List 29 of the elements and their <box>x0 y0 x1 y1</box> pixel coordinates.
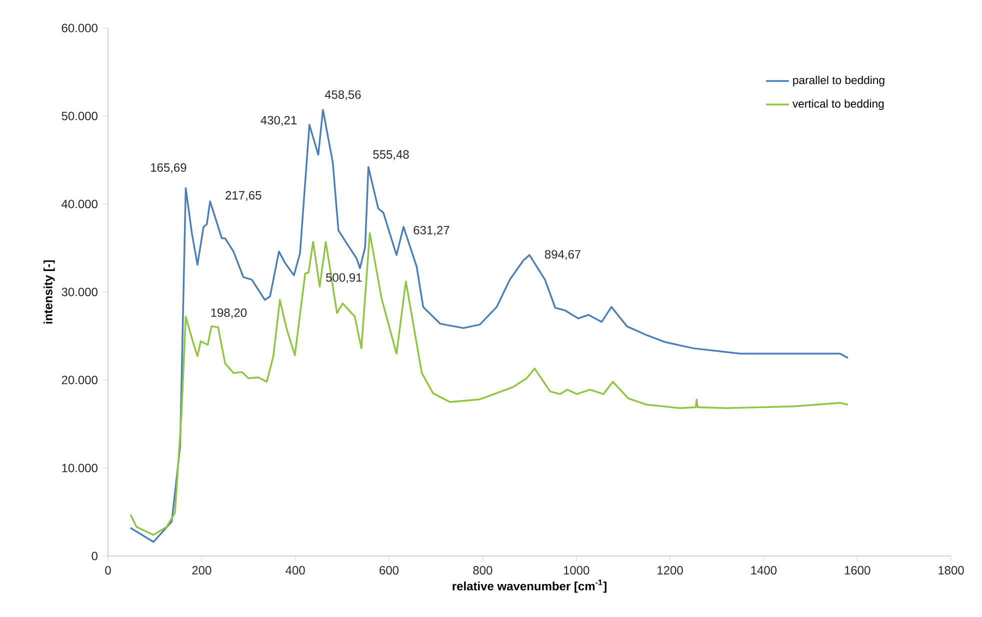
legend-label: parallel to bedding <box>793 76 884 86</box>
annotation: 631,27 <box>414 226 450 236</box>
annotation: 430,21 <box>260 116 297 126</box>
x-tick-label: 1400 <box>751 566 777 575</box>
annotation: 217,65 <box>226 191 262 201</box>
x-tick-label: 800 <box>473 566 492 575</box>
annotation: 165,69 <box>151 163 186 174</box>
y-tick-label: 60.000 <box>62 24 98 32</box>
x-tick-label: 0 <box>105 566 111 575</box>
annotation: 458,56 <box>324 90 361 100</box>
x-tick-label: 400 <box>286 566 305 575</box>
x-tick-label: 1600 <box>844 566 870 575</box>
y-tick-label: 0 <box>92 552 98 560</box>
x-tick-label: 1000 <box>564 566 590 575</box>
x-tick-label: 200 <box>192 566 212 575</box>
y-tick-label: 10.000 <box>62 464 98 472</box>
x-tick-label: 1800 <box>938 566 964 575</box>
y-tick-label: 40.000 <box>62 200 98 208</box>
x-tick-label: 1200 <box>658 566 683 575</box>
y-tick-label: 20.000 <box>62 376 98 384</box>
annotation: 555,48 <box>373 150 409 160</box>
y-axis-title: intensity [-] <box>44 260 55 324</box>
legend-label: vertical to bedding <box>792 99 884 110</box>
x-tick-label: 600 <box>380 566 399 575</box>
annotation: 198,20 <box>211 308 247 318</box>
x-axis-title: relative wavenumber [cm$^{-1}$] <box>452 580 606 593</box>
y-tick-label: 30.000 <box>62 288 98 296</box>
annotation: 894,67 <box>544 250 581 260</box>
y-tick-label: 50.000 <box>62 112 98 120</box>
